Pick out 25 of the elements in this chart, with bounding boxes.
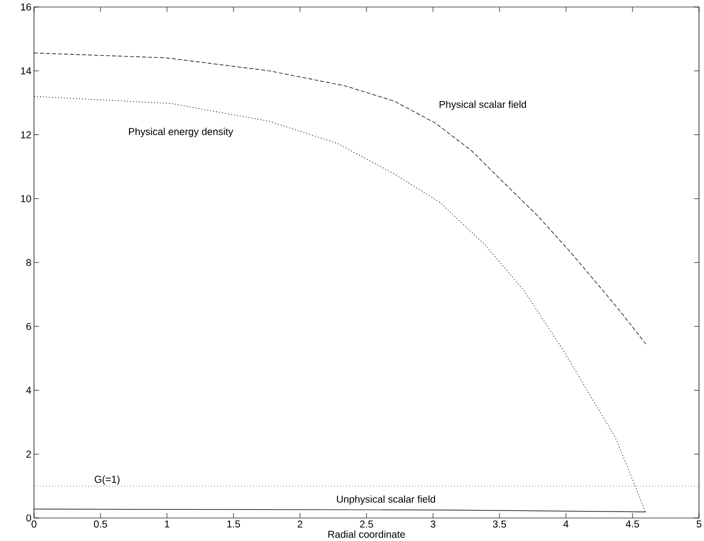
ref-line-label: G(=1) — [94, 475, 120, 485]
y-tick-label: 4 — [26, 386, 32, 394]
y-tick-label: 12 — [21, 131, 31, 138]
x-tick-label: 3 — [430, 520, 436, 528]
series-label: Unphysical scalar field — [336, 495, 436, 505]
x-tick-label: 2 — [298, 520, 302, 528]
series-label: Physical energy density — [129, 128, 234, 138]
y-tick-label: 0 — [26, 514, 32, 522]
y-tick-label: 16 — [21, 3, 32, 11]
x-tick-label: 0.5 — [94, 520, 108, 528]
x-tick-label: 1.5 — [227, 520, 240, 528]
x-tick-label: 3.5 — [492, 520, 506, 528]
y-tick-label: 8 — [26, 258, 32, 266]
y-tick-label: 2 — [26, 450, 31, 458]
x-tick-label: 1 — [164, 520, 170, 528]
x-tick-label: 2.5 — [360, 520, 374, 528]
y-tick-label: 14 — [21, 67, 32, 74]
x-tick-label: 0 — [32, 520, 36, 528]
series-label: Physical scalar field — [440, 100, 526, 110]
x-tick-label: 4.5 — [626, 520, 640, 528]
y-tick-label: 10 — [21, 195, 32, 202]
x-axis-title: Radial coordinate — [328, 530, 405, 538]
y-tick-label: 6 — [26, 322, 32, 330]
x-tick-label: 5 — [696, 520, 702, 528]
x-tick-label: 4 — [563, 520, 568, 528]
